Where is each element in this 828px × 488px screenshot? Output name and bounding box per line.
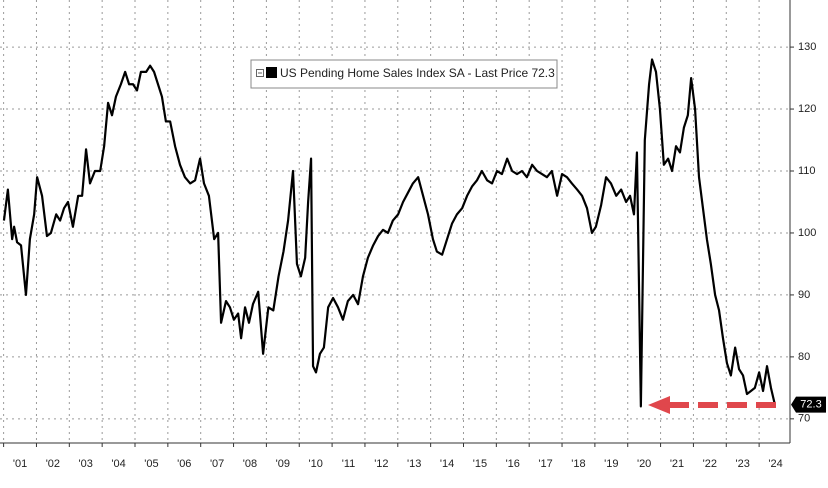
x-tick-label: '04 (111, 458, 125, 470)
last-value-label: 72.3 (800, 398, 821, 410)
y-tick-label: 130 (798, 41, 816, 53)
x-tick-label: '03 (79, 458, 93, 470)
x-tick-label: '08 (243, 458, 257, 470)
y-tick-label: 80 (798, 351, 810, 363)
y-tick-label: 70 (798, 413, 810, 425)
legend-swatch (266, 67, 277, 78)
x-tick-label: '21 (670, 458, 684, 470)
x-tick-label: '24 (768, 458, 782, 470)
legend-label: US Pending Home Sales Index SA - Last Pr… (280, 66, 555, 80)
x-tick-label: '07 (210, 458, 224, 470)
x-tick-label: '13 (407, 458, 421, 470)
x-tick-label: '17 (538, 458, 552, 470)
x-tick-label: '05 (144, 458, 158, 470)
marks: 72.3 (2, 58, 826, 413)
x-tick-label: '22 (703, 458, 717, 470)
y-tick-label: 90 (798, 289, 810, 301)
series-line (2, 58, 776, 408)
arrow-head (648, 396, 670, 414)
x-tick-label: '18 (571, 458, 585, 470)
x-tick-label: '14 (440, 458, 454, 470)
legend: US Pending Home Sales Index SA - Last Pr… (250, 59, 558, 89)
x-tick-label: '12 (374, 458, 388, 470)
x-tick-label: '16 (506, 458, 520, 470)
y-tick-label: 110 (798, 165, 816, 177)
x-tick-label: '02 (46, 458, 60, 470)
x-tick-label: '23 (736, 458, 750, 470)
y-tick-label: 120 (798, 103, 816, 115)
y-tick-label: 100 (798, 227, 816, 239)
x-tick-label: '19 (604, 458, 618, 470)
x-tick-label: '01 (13, 458, 27, 470)
x-tick-label: '15 (473, 458, 487, 470)
annotation-arrow (648, 396, 776, 414)
x-tick-label: '06 (177, 458, 191, 470)
x-tick-label: '09 (276, 458, 290, 470)
x-tick-label: '10 (308, 458, 322, 470)
x-tick-label: '20 (637, 458, 651, 470)
x-tick-label: '11 (342, 458, 356, 470)
legend-box (250, 59, 558, 89)
last-value-badge (791, 396, 826, 413)
